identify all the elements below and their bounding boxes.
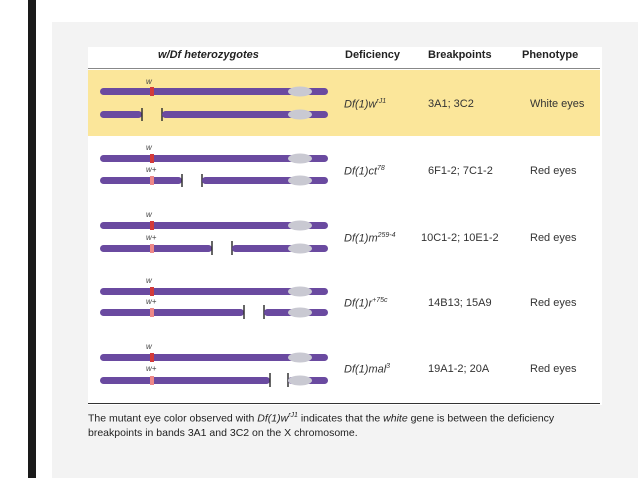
breakpoints-value: 14B13; 15A9 — [428, 297, 492, 309]
white-locus-bottom — [150, 244, 154, 253]
slide-left-margin — [0, 0, 36, 478]
breakpoints-value: 19A1-2; 20A — [428, 363, 490, 375]
centromere-top — [288, 153, 312, 164]
breakpoints-value: 3A1; 3C2 — [428, 98, 474, 110]
chromosome-top — [100, 155, 328, 162]
allele-label-bottom: w+ — [146, 364, 157, 373]
breakpoints-value: 10C1-2; 10E1-2 — [421, 232, 499, 244]
white-locus-top — [150, 353, 154, 362]
allele-label-bottom: w+ — [146, 297, 157, 306]
centromere-bottom — [288, 175, 312, 186]
allele-label-top: w — [146, 143, 152, 152]
deficiency-name: Df(1)wrJ1 — [344, 98, 387, 111]
chromosome-pair-diagram — [100, 220, 328, 255]
deficiency-name: Df(1)m259-4 — [344, 232, 396, 245]
caption-rule — [88, 403, 600, 404]
phenotype-value: Red eyes — [530, 297, 577, 309]
centromere-top — [288, 286, 312, 297]
header-deficiency: Deficiency — [345, 49, 401, 61]
white-locus-top — [150, 87, 154, 96]
chromosome-pair-diagram — [100, 153, 328, 187]
allele-label-top: w — [146, 210, 152, 219]
white-locus-top — [150, 221, 154, 230]
white-locus-top — [150, 154, 154, 163]
allele-label-top: w — [146, 77, 152, 86]
deficiency-name: Df(1)mal3 — [344, 363, 391, 376]
phenotype-value: Red eyes — [530, 363, 577, 375]
allele-label-bottom: w+ — [146, 233, 157, 242]
highlight-row-1 — [88, 70, 600, 136]
chromosome-pair-diagram — [100, 286, 328, 319]
figure-caption: The mutant eye color observed with Df(1)… — [88, 412, 555, 439]
chromosome-top — [100, 354, 328, 361]
allele-label-top: w — [146, 342, 152, 351]
chromosome-pair-diagram — [100, 352, 328, 387]
header-phenotype: Phenotype — [522, 49, 579, 61]
allele-label-bottom: w+ — [146, 165, 157, 174]
chromosome-bottom-right — [162, 111, 328, 118]
table-row: w Df(1)wrJ1 3A1; 3C2 White eyes — [88, 72, 600, 132]
table-row: w w+ Df(1)mal3 19A1-2; 20A Red eyes — [88, 339, 600, 399]
breakpoints-value: 6F1-2; 7C1-2 — [428, 165, 493, 177]
centromere-top — [288, 352, 312, 363]
centromere-bottom — [288, 307, 312, 318]
allele-label-top: w — [146, 276, 152, 285]
chromosome-bottom-left — [100, 177, 182, 184]
header-rule — [88, 68, 600, 69]
chromosome-pair-diagram — [100, 86, 328, 121]
phenotype-value: White eyes — [530, 98, 585, 110]
centromere-bottom — [288, 109, 312, 120]
chromosome-top — [100, 222, 328, 229]
chromosome-top — [100, 288, 328, 295]
centromere-bottom — [288, 243, 312, 254]
white-locus-bottom — [150, 376, 154, 385]
deficiency-name: Df(1)ct78 — [344, 165, 385, 178]
centromere-bottom — [288, 375, 312, 386]
header-breakpoints: Breakpoints — [428, 49, 492, 61]
phenotype-value: Red eyes — [530, 165, 577, 177]
chromosome-bottom-right — [232, 245, 328, 252]
table-row: w w+ Df(1)m259-4 10C1-2; 10E1-2 Red eyes — [88, 207, 600, 267]
centromere-top — [288, 220, 312, 231]
chromosome-top — [100, 88, 328, 95]
chromosome-bottom-left — [100, 309, 244, 316]
phenotype-value: Red eyes — [530, 232, 577, 244]
white-locus-top — [150, 287, 154, 296]
table-row: w w+ Df(1)r+75c 14B13; 15A9 Red eyes — [88, 273, 600, 333]
white-locus-bottom — [150, 308, 154, 317]
chromosome-bottom-left — [100, 245, 212, 252]
table-row: w w+ Df(1)ct78 6F1-2; 7C1-2 Red eyes — [88, 140, 600, 200]
chromosome-bottom-left — [100, 111, 142, 118]
white-locus-bottom — [150, 176, 154, 185]
centromere-top — [288, 86, 312, 97]
slide-dark-bar — [28, 0, 36, 478]
deficiency-name: Df(1)r+75c — [344, 297, 388, 310]
chromosome-bottom-left — [100, 377, 270, 384]
header-genotype: w/Df heterozygotes — [158, 49, 259, 61]
